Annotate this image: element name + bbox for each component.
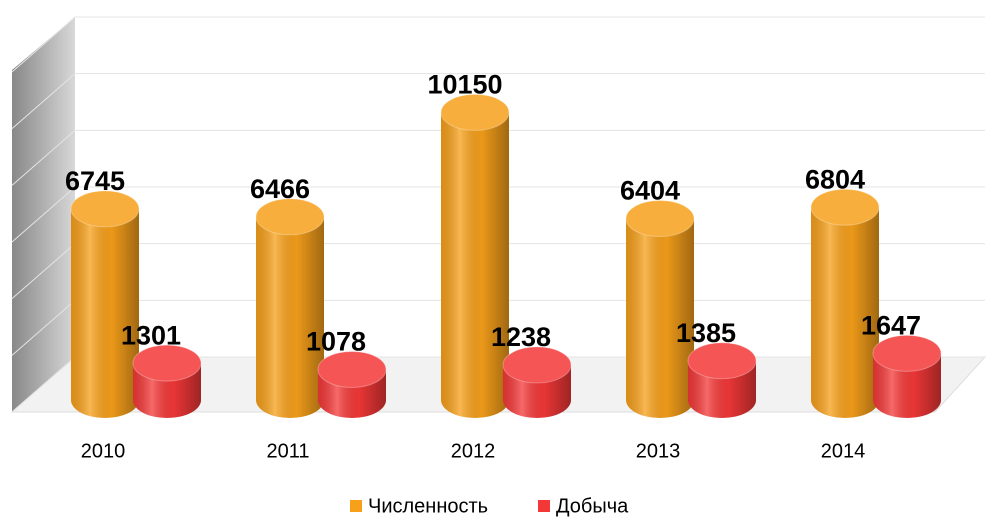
bar-top (625, 200, 695, 238)
bar (255, 198, 325, 418)
bar-body-shade (71, 208, 139, 400)
legend-swatch (538, 500, 550, 512)
bar-top (872, 334, 942, 372)
x-tick-label: 2011 (266, 440, 309, 462)
bar-top (132, 344, 202, 382)
bar-top-light (71, 190, 139, 227)
data-label: 6404 (620, 176, 680, 206)
bar-top (70, 190, 140, 228)
bar (625, 200, 695, 418)
plot-area (11, 16, 985, 418)
bar (132, 344, 202, 418)
data-label: 1301 (121, 320, 181, 350)
bar-top (502, 346, 572, 384)
bar-top (440, 93, 510, 131)
bar-top-light (626, 200, 694, 237)
bar-top-light (256, 198, 324, 235)
bar (317, 350, 387, 418)
grid-line (11, 73, 985, 130)
data-label: 6466 (250, 174, 310, 204)
bar (502, 346, 572, 418)
bar (872, 334, 942, 418)
legend-label: Добыча (556, 495, 629, 517)
bar-body-shade (441, 112, 509, 401)
data-label: 1385 (676, 318, 736, 348)
bar-body-shade (626, 218, 694, 400)
bar (810, 188, 880, 418)
bar-top-light (811, 189, 879, 226)
bar-top-light (688, 342, 756, 379)
bar-top (687, 342, 757, 380)
data-label: 1647 (861, 310, 921, 340)
x-tick-label: 2012 (451, 440, 496, 462)
bar-body-shade (256, 216, 324, 400)
bar (687, 342, 757, 418)
data-label: 1078 (306, 327, 366, 357)
grid-line (11, 129, 985, 186)
bar (70, 190, 140, 418)
bar-top (255, 198, 325, 236)
x-tick-label: 2010 (81, 440, 126, 462)
bar-top (317, 350, 387, 388)
bar-top-light (873, 335, 941, 372)
x-tick-label: 2013 (636, 440, 681, 462)
legend-swatch (350, 500, 362, 512)
bar-top-light (318, 351, 386, 388)
data-label: 10150 (427, 70, 502, 100)
bar-top-light (133, 345, 201, 382)
bar-top (810, 188, 880, 226)
bar-body-shade (811, 207, 879, 400)
bar-top-light (441, 94, 509, 131)
bar (440, 93, 510, 418)
grid-line (11, 16, 985, 73)
bar-top-light (503, 346, 571, 383)
x-tick-label: 2014 (821, 440, 866, 462)
legend-label: Численность (368, 495, 488, 517)
data-label: 6804 (805, 164, 865, 194)
data-label: 6745 (65, 166, 125, 196)
grid-line (11, 186, 985, 243)
data-label: 1238 (491, 322, 551, 352)
